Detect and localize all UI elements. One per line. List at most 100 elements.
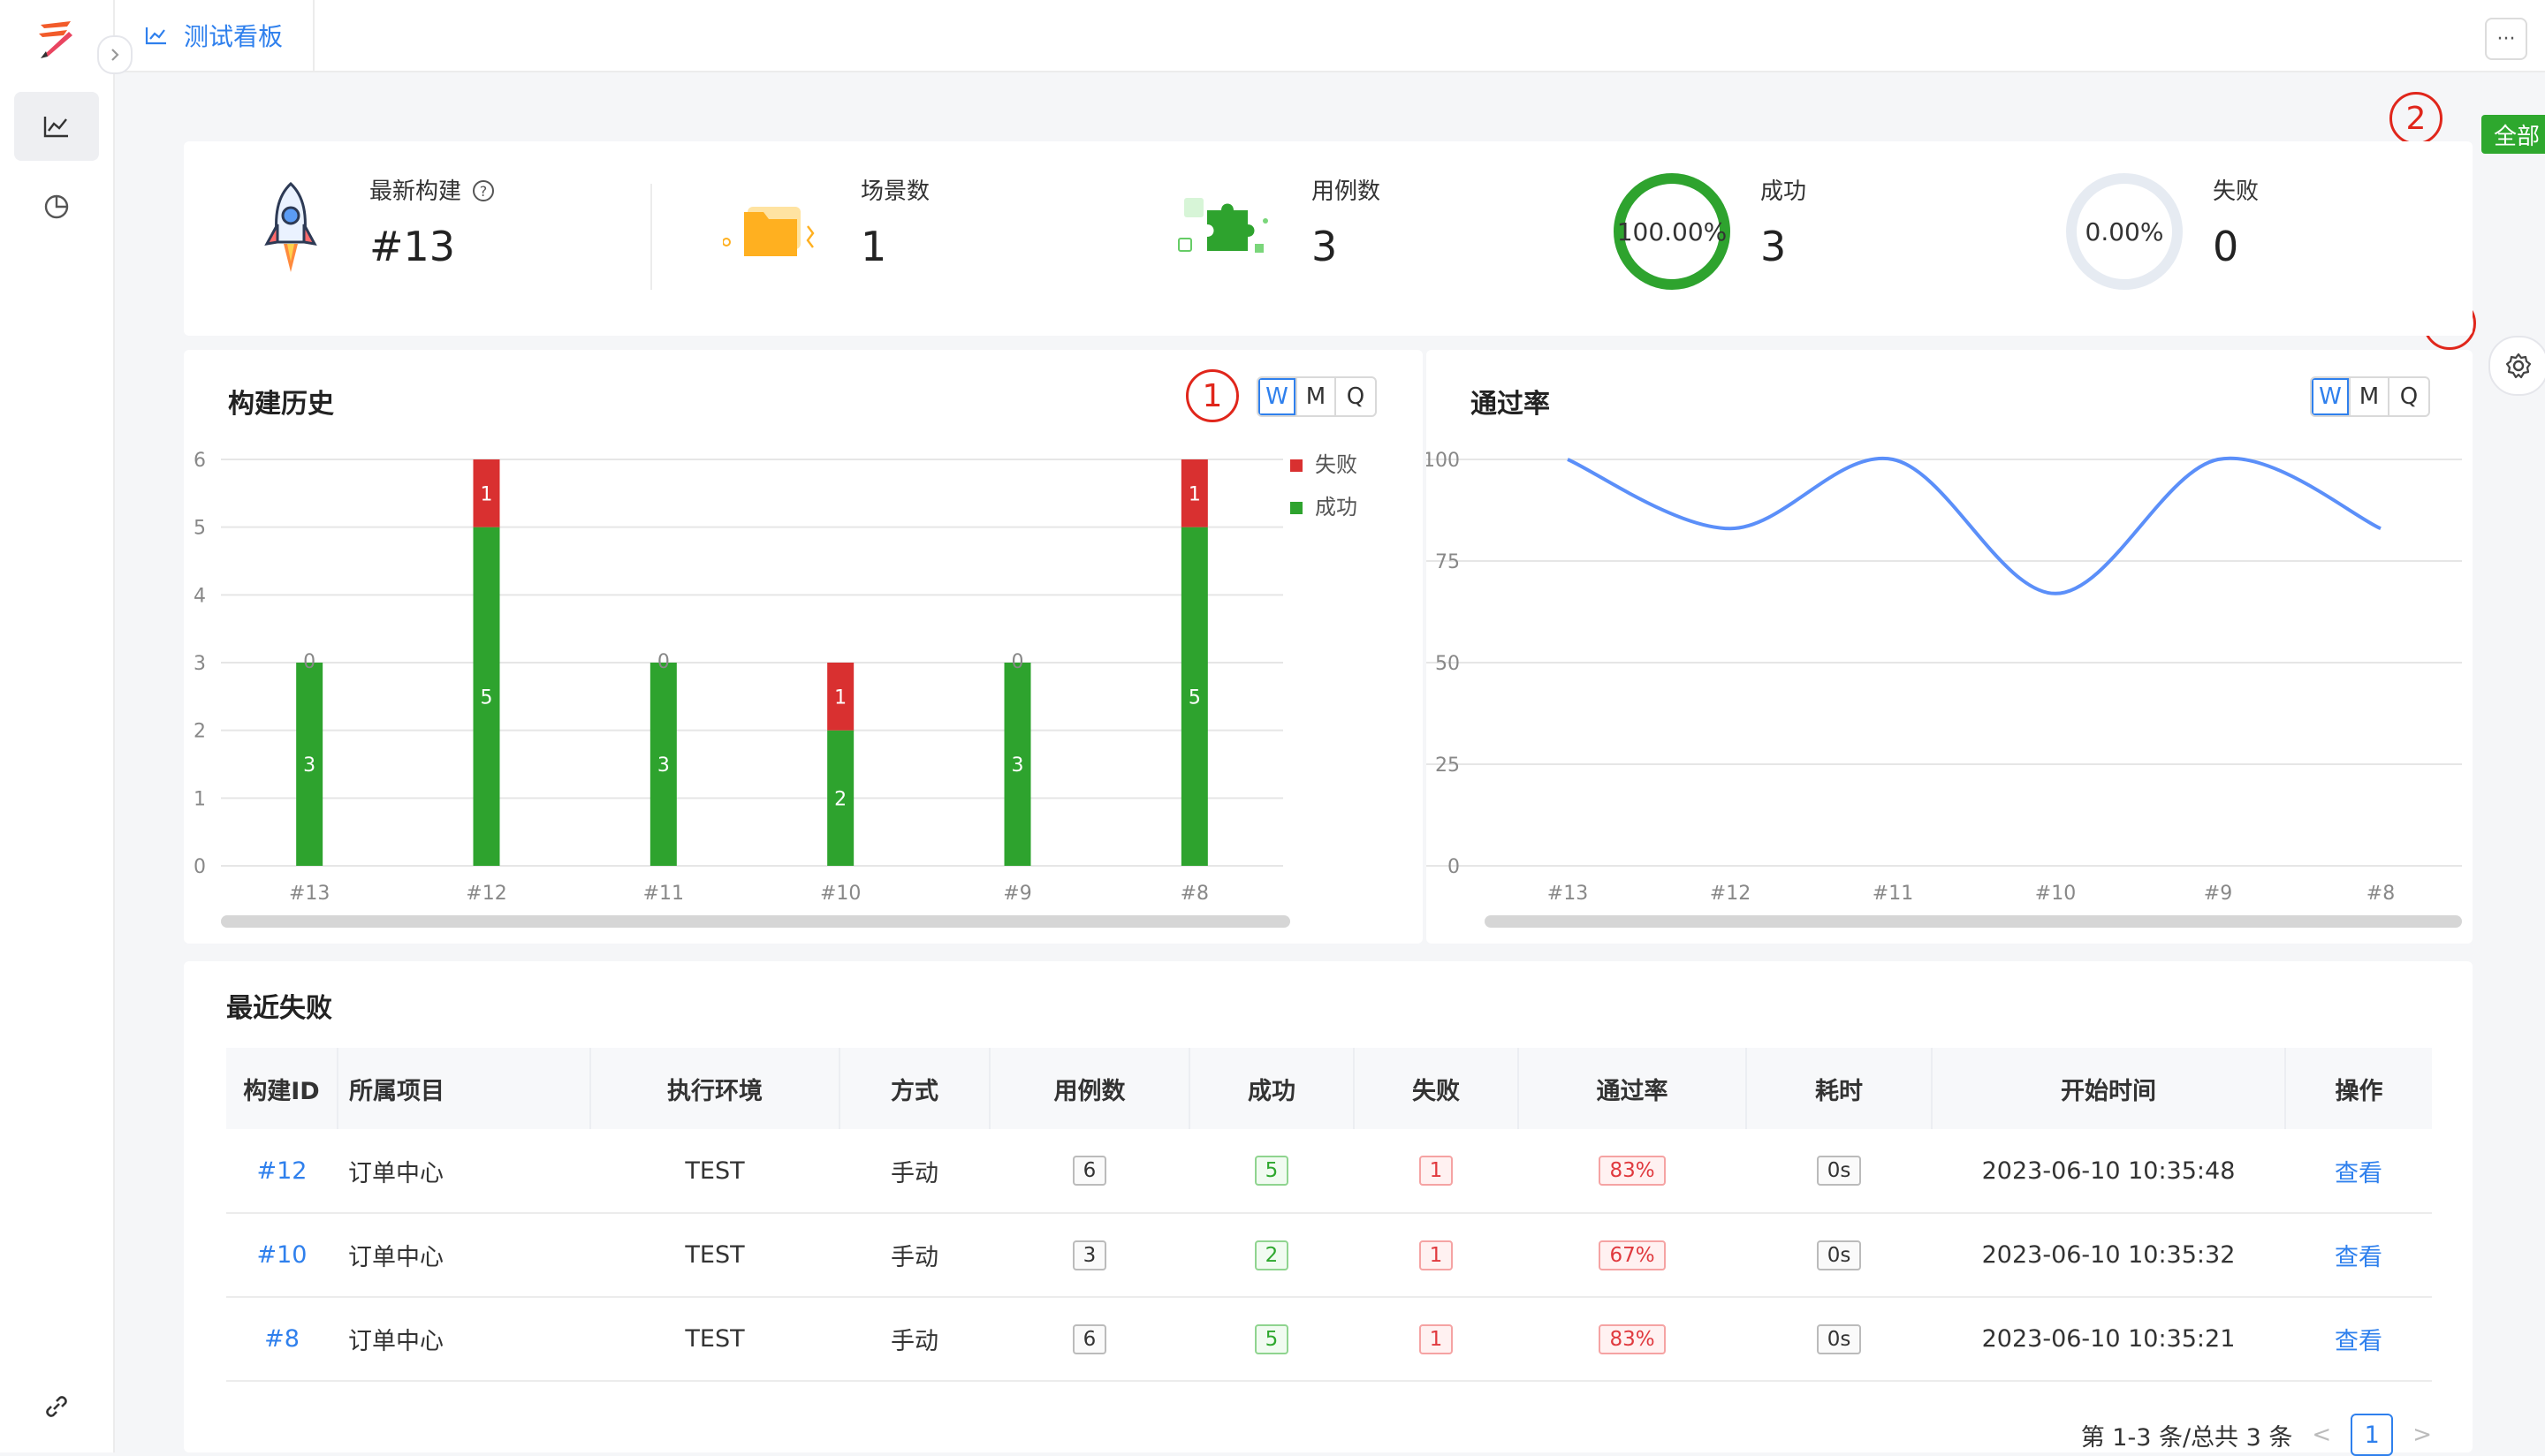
ellipsis-icon: ··· [2496, 27, 2516, 50]
mode-cell: 手动 [891, 1328, 938, 1355]
y-tick-label: 0 [194, 856, 206, 878]
y-tick-label: 0 [1447, 856, 1460, 878]
period-m[interactable]: M [2351, 378, 2389, 415]
chart-scrollbar[interactable] [1485, 915, 2462, 928]
period-q[interactable]: Q [1346, 383, 1365, 410]
project-cell: 订单中心 [348, 1328, 444, 1355]
x-tick-label: #12 [1710, 883, 1751, 905]
bar-value-label: 0 [1012, 651, 1024, 673]
legend-success-swatch [1290, 502, 1303, 514]
view-link[interactable]: 查看 [2335, 1328, 2382, 1355]
x-tick-label: #8 [1181, 883, 1209, 905]
prev-page-icon[interactable]: < [2312, 1422, 2332, 1448]
pass-rate-chart: 0 25 50 75 100 #13 #12 #11 #10 #9 #8 [1426, 450, 2462, 905]
x-tick-label: #12 [466, 883, 506, 905]
chart-scrollbar[interactable] [221, 915, 1290, 928]
view-link[interactable]: 查看 [2335, 1159, 2382, 1187]
success-ring: 100.00% [1614, 173, 1730, 290]
cases-tag: 6 [1072, 1156, 1107, 1186]
legend-success-label: 成功 [1315, 495, 1357, 519]
legend-fail[interactable]: 失败 [1290, 447, 1357, 478]
fail-tag: 1 [1418, 1240, 1454, 1270]
bar-fail [1181, 459, 1208, 527]
start-time-cell: 2023-06-10 10:35:21 [1981, 1325, 2236, 1353]
y-tick-label: 5 [194, 518, 206, 540]
sidebar-item-link[interactable] [14, 1375, 99, 1438]
puzzle-icon [1178, 198, 1268, 253]
chevron-right-icon [111, 49, 119, 61]
y-tick-label: 3 [194, 653, 206, 675]
svg-text:?: ? [480, 183, 488, 200]
success-tag: 2 [1254, 1240, 1289, 1270]
filter-all-badge[interactable]: 全部 [2481, 115, 2545, 154]
tab-dashboard[interactable]: 测试看板 [115, 0, 315, 71]
start-time-cell: 2023-06-10 10:35:48 [1981, 1156, 2236, 1185]
fail-tag: 1 [1418, 1323, 1454, 1354]
legend-fail-swatch [1290, 459, 1303, 472]
stat-value-failure: 0 [2213, 223, 2239, 270]
stat-cases: 用例数 3 [1174, 141, 1624, 336]
view-link[interactable]: 查看 [2335, 1244, 2382, 1271]
period-q[interactable]: Q [2399, 383, 2419, 410]
build-id-link[interactable]: #12 [256, 1156, 308, 1185]
column-header[interactable]: 构建ID [226, 1048, 338, 1129]
recent-failures-card: 最近失败 [184, 961, 2473, 1452]
legend-fail-label: 失败 [1315, 452, 1357, 477]
build-id-link[interactable]: #8 [264, 1325, 300, 1353]
build-id-link[interactable]: #10 [256, 1241, 308, 1269]
bar-fail [473, 459, 500, 527]
y-tick-label: 1 [194, 788, 206, 810]
pass-rate-tag: 83% [1599, 1323, 1666, 1354]
column-header[interactable]: 成功 [1189, 1048, 1355, 1129]
column-header[interactable]: 耗时 [1746, 1048, 1933, 1129]
x-tick-label: #10 [820, 883, 861, 905]
column-header[interactable]: 用例数 [990, 1048, 1190, 1129]
pass-rate-line [1567, 456, 2382, 595]
column-header[interactable]: 失败 [1354, 1048, 1519, 1129]
legend-success[interactable]: 成功 [1290, 489, 1357, 520]
sidebar-item-report[interactable] [14, 171, 99, 240]
sidebar-toggle-button[interactable] [97, 35, 133, 74]
build-history-title: 构建历史 [228, 389, 334, 420]
column-header[interactable]: 执行环境 [590, 1048, 840, 1129]
page-button-current[interactable]: 1 [2351, 1414, 2394, 1456]
pass-rate-card: 通过率 W M Q 0 25 50 75 100 #13 #12 #11 #10 #9 #8 [1426, 350, 2473, 944]
stat-value-cases: 3 [1311, 223, 1338, 270]
more-button[interactable]: ··· [2485, 18, 2527, 60]
annotation-1: 1 [1186, 369, 1239, 422]
app-logo[interactable] [35, 19, 78, 60]
pass-rate-tag: 83% [1599, 1156, 1666, 1186]
settings-button[interactable] [2488, 336, 2545, 396]
line-chart-icon [145, 27, 166, 45]
column-header[interactable]: 所属项目 [338, 1048, 591, 1129]
mode-cell: 手动 [891, 1159, 938, 1187]
period-w[interactable]: W [1258, 378, 1297, 415]
table-row: #12 订单中心 TEST 手动 6 5 1 83% 0s 2023-06-10… [226, 1129, 2432, 1213]
pass-rate-period-toggle: W M Q [2310, 376, 2430, 417]
column-header[interactable]: 通过率 [1518, 1048, 1747, 1129]
period-w[interactable]: W [2312, 378, 2351, 415]
project-cell: 订单中心 [348, 1244, 444, 1271]
success-tag: 5 [1254, 1323, 1289, 1354]
help-icon[interactable]: ? [472, 179, 495, 202]
column-header[interactable]: 开始时间 [1932, 1048, 2286, 1129]
column-header[interactable]: 操作 [2335, 1077, 2383, 1105]
failure-ring: 0.00% [2066, 173, 2183, 290]
column-header[interactable]: 方式 [839, 1048, 991, 1129]
link-icon [46, 1396, 67, 1417]
success-tag: 5 [1254, 1156, 1289, 1186]
bar-value-label: 1 [481, 483, 493, 505]
pagination: 第 1-3 条/总共 3 条 < 1 > [2081, 1414, 2432, 1456]
bar-value-label: 5 [1189, 686, 1201, 709]
bar-success [473, 527, 500, 866]
sidebar-item-dashboard[interactable] [14, 92, 99, 161]
stat-value-success: 3 [1760, 223, 1787, 270]
y-tick-label: 25 [1435, 755, 1460, 777]
period-m[interactable]: M [1297, 378, 1336, 415]
bar-value-label: 1 [1189, 483, 1201, 505]
x-tick-label: #10 [2035, 883, 2076, 905]
build-history-card: 构建历史 1 W M Q 0 1 2 3 4 5 6 3 0 #13 5 1 #12 3 0 #11 2 1 #10… [184, 350, 1423, 944]
folder-icon [723, 207, 815, 256]
next-page-icon[interactable]: > [2412, 1422, 2432, 1448]
duration-tag: 0s [1816, 1240, 1862, 1270]
